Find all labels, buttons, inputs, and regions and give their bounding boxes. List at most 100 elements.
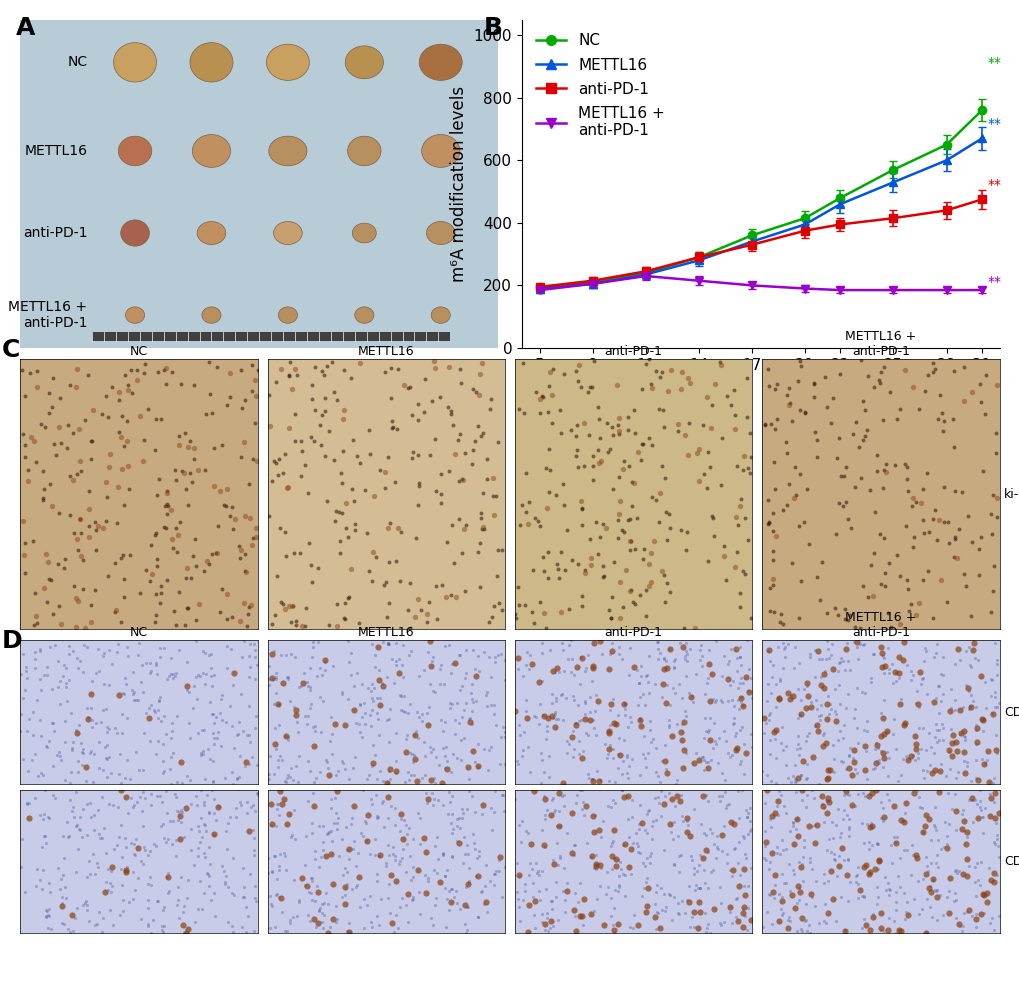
Point — [314, 897, 330, 912]
Point — [862, 557, 878, 573]
Point — [140, 900, 156, 916]
Point — [763, 846, 780, 861]
Point — [791, 740, 807, 756]
Point — [420, 699, 436, 715]
Point — [781, 397, 797, 412]
Point — [806, 835, 822, 850]
Point — [386, 474, 403, 490]
Point — [334, 867, 351, 883]
Point — [16, 437, 33, 453]
Point — [571, 713, 587, 729]
Point — [227, 512, 244, 527]
Point — [961, 697, 977, 713]
Point — [335, 411, 352, 427]
Point — [232, 797, 249, 813]
Ellipse shape — [426, 222, 454, 245]
Point — [128, 372, 145, 388]
Point — [983, 776, 1000, 791]
Point — [510, 650, 526, 666]
Point — [920, 900, 936, 915]
Point — [282, 760, 299, 776]
Point — [888, 673, 904, 688]
Point — [261, 678, 277, 693]
Point — [205, 736, 221, 752]
Point — [958, 758, 974, 774]
Point — [960, 791, 976, 807]
Point — [610, 639, 627, 655]
Point — [264, 646, 280, 662]
Point — [547, 890, 564, 905]
Point — [662, 362, 679, 378]
Point — [38, 836, 54, 851]
Point — [642, 376, 658, 392]
Point — [594, 517, 610, 532]
Point — [118, 840, 135, 855]
Point — [191, 597, 207, 613]
Point — [845, 742, 861, 758]
Point — [957, 578, 973, 594]
Point — [603, 419, 620, 435]
Point — [291, 748, 308, 764]
Point — [403, 643, 419, 659]
Point — [274, 796, 290, 812]
Point — [475, 896, 491, 911]
Point — [396, 704, 413, 720]
Point — [640, 578, 656, 594]
Point — [609, 760, 626, 776]
Point — [315, 819, 331, 835]
Title: anti-PD-1: anti-PD-1 — [604, 345, 662, 358]
Point — [761, 732, 777, 747]
Point — [411, 884, 427, 900]
Point — [982, 791, 999, 806]
Point — [759, 677, 775, 692]
Point — [890, 665, 906, 681]
Point — [225, 521, 242, 537]
Point — [302, 682, 318, 698]
Point — [571, 783, 587, 798]
Point — [534, 707, 550, 723]
Point — [614, 524, 631, 540]
Point — [453, 545, 470, 561]
Point — [157, 783, 173, 798]
Point — [792, 707, 808, 723]
Point — [767, 528, 784, 544]
Point — [449, 432, 466, 448]
Point — [940, 817, 956, 833]
Point — [942, 681, 958, 696]
Point — [558, 733, 575, 748]
Point — [789, 811, 805, 827]
Point — [834, 841, 850, 856]
Point — [359, 771, 375, 787]
Ellipse shape — [197, 222, 225, 245]
Point — [467, 693, 483, 709]
Point — [515, 668, 531, 683]
Point — [336, 610, 353, 626]
Point — [342, 561, 359, 576]
Point — [470, 868, 486, 884]
Point — [896, 805, 912, 821]
Point — [872, 794, 889, 810]
Point — [756, 795, 772, 811]
Point — [818, 633, 835, 649]
Point — [574, 650, 590, 666]
Point — [699, 916, 715, 932]
Point — [940, 744, 956, 760]
Point — [785, 866, 801, 882]
Point — [101, 749, 117, 765]
Point — [653, 364, 669, 380]
Point — [264, 863, 280, 879]
Point — [875, 869, 892, 885]
Point — [239, 908, 256, 924]
Point — [99, 720, 115, 736]
Point — [832, 826, 848, 842]
Point — [624, 474, 640, 490]
Point — [43, 921, 59, 937]
Point — [728, 650, 744, 666]
Point — [329, 821, 345, 837]
Point — [125, 684, 142, 700]
Point — [94, 924, 110, 940]
Point — [622, 511, 638, 526]
Point — [967, 889, 983, 904]
Point — [564, 749, 580, 765]
Point — [755, 726, 771, 741]
